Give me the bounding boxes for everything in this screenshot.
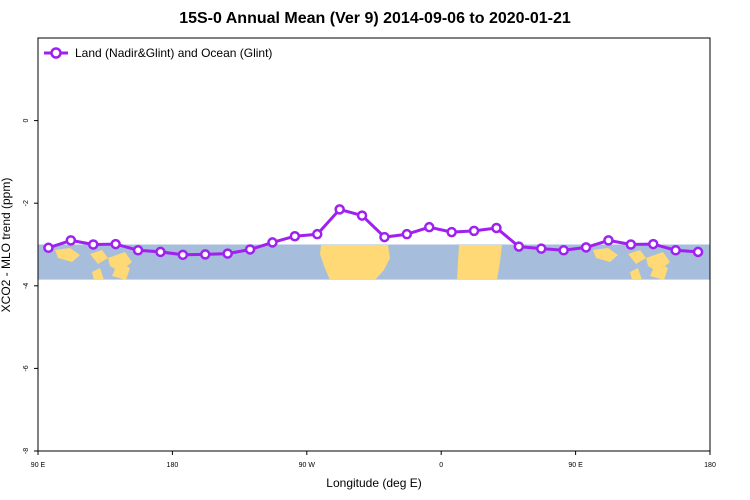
- data-point: [536, 243, 547, 254]
- x-tick-label: 90 E: [568, 462, 583, 469]
- x-tick-label: 0: [439, 462, 443, 469]
- legend-label: Land (Nadir&Glint) and Ocean (Glint): [75, 46, 272, 60]
- data-point: [468, 225, 480, 237]
- axes: 0 -2 -4 -6 -8 90 E 180 90 W 0 90 E 180: [23, 119, 716, 469]
- data-point: [648, 238, 659, 250]
- y-tick-label: -4: [23, 283, 30, 289]
- land-patch: [628, 250, 646, 264]
- y-tick-label: 0: [23, 119, 30, 123]
- x-tick-label: 180: [704, 462, 716, 469]
- data-point: [43, 242, 54, 254]
- data-point: [401, 228, 413, 240]
- data-point: [513, 241, 525, 252]
- data-point: [424, 221, 435, 233]
- land-patch: [630, 268, 642, 280]
- data-point: [670, 245, 681, 256]
- data-point: [625, 239, 637, 250]
- data-point: [692, 246, 704, 258]
- y-tick-label: -2: [23, 200, 30, 206]
- data-point: [580, 242, 592, 253]
- data-point: [267, 237, 278, 248]
- x-axis-label: Longitude (deg E): [326, 476, 422, 490]
- y-tick-label: -6: [23, 365, 30, 371]
- data-point: [88, 239, 99, 250]
- data-point: [356, 210, 368, 221]
- data-point: [222, 248, 233, 259]
- series-layer: [43, 204, 704, 261]
- plot-frame: [37, 37, 711, 452]
- x-tick-label: 180: [167, 462, 179, 469]
- data-point: [244, 244, 256, 255]
- land-patch: [90, 250, 108, 264]
- data-point: [334, 204, 345, 215]
- y-tick-label: -8: [23, 448, 30, 454]
- legend: Land (Nadir&Glint) and Ocean (Glint): [44, 46, 272, 60]
- land-patch: [320, 245, 390, 280]
- background-map: [38, 244, 710, 280]
- data-point: [65, 235, 77, 246]
- land-patch: [650, 262, 668, 280]
- data-point: [379, 231, 390, 243]
- data-point: [289, 230, 301, 242]
- land-patch: [112, 262, 130, 280]
- land-patch: [593, 248, 618, 262]
- land-patch: [457, 245, 502, 280]
- data-point: [312, 228, 323, 240]
- data-point: [558, 245, 569, 256]
- chart-title: 15S-0 Annual Mean (Ver 9) 2014-09-06 to …: [179, 10, 571, 27]
- data-point: [155, 246, 166, 258]
- data-point: [110, 238, 121, 250]
- data-point: [491, 222, 502, 234]
- data-point: [200, 249, 211, 260]
- land-patch: [55, 248, 80, 262]
- x-tick-label: 90 E: [31, 462, 46, 469]
- legend-marker: [50, 47, 62, 59]
- data-point: [132, 245, 144, 256]
- x-tick-label: 90 W: [299, 462, 316, 469]
- data-point: [603, 235, 614, 246]
- data-point: [446, 226, 457, 238]
- data-point: [177, 249, 189, 261]
- land-patch: [92, 268, 104, 280]
